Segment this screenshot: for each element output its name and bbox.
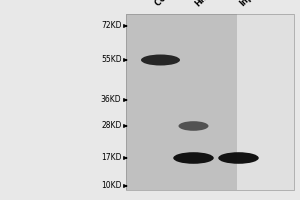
Text: 17KD: 17KD bbox=[101, 154, 122, 162]
Text: HIST1H3A: HIST1H3A bbox=[193, 0, 232, 8]
Ellipse shape bbox=[178, 121, 208, 131]
Ellipse shape bbox=[218, 152, 259, 164]
Ellipse shape bbox=[141, 54, 180, 66]
Text: Control IgG: Control IgG bbox=[154, 0, 197, 8]
Bar bbox=[126, 14, 294, 190]
Text: 36KD: 36KD bbox=[101, 96, 122, 104]
Ellipse shape bbox=[173, 152, 214, 164]
Text: 28KD: 28KD bbox=[101, 121, 122, 130]
Text: 72KD: 72KD bbox=[101, 21, 122, 30]
Text: 55KD: 55KD bbox=[101, 55, 122, 64]
Text: Input: Input bbox=[238, 0, 262, 8]
Bar bbox=[237, 14, 294, 190]
Text: 10KD: 10KD bbox=[101, 182, 122, 190]
Bar bbox=[126, 14, 237, 190]
